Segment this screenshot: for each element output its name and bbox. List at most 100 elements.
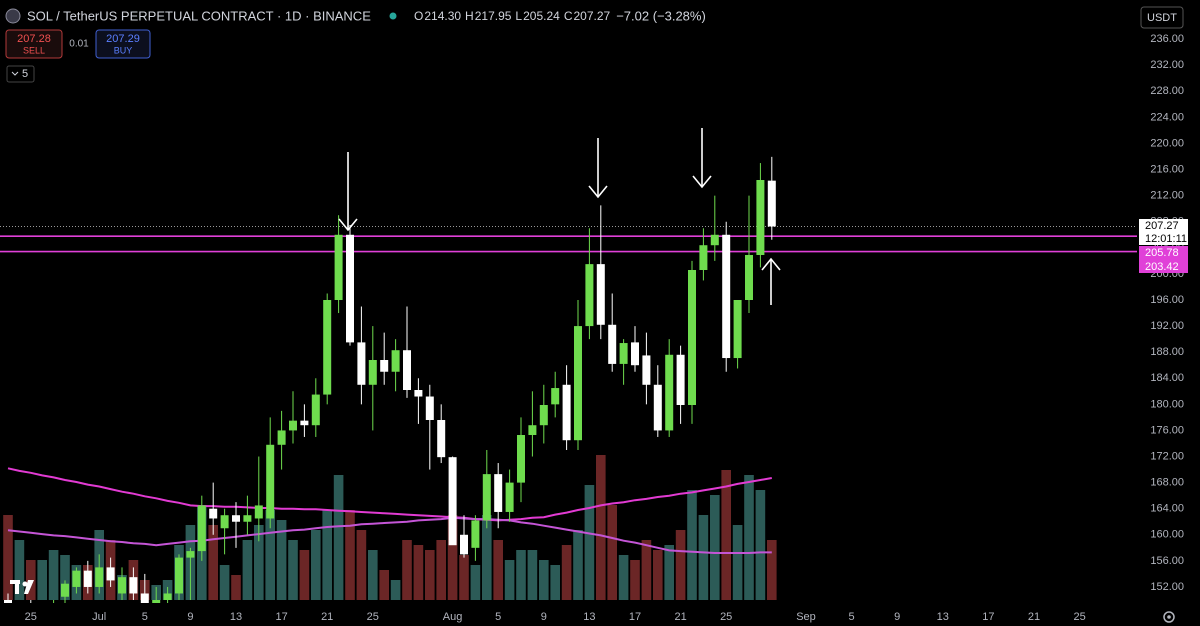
volume-bar: [630, 560, 640, 600]
volume-bar: [3, 515, 13, 600]
volume-bar: [641, 540, 652, 600]
candle-body: [699, 245, 708, 270]
volume-bar: [721, 470, 731, 600]
y-tick-label: 188.00: [1150, 346, 1184, 358]
volume-bar: [48, 550, 59, 600]
chevron: [11, 71, 19, 76]
candle-body: [209, 508, 218, 519]
candle-body: [83, 570, 92, 587]
ohlc-value: 207.27: [573, 9, 610, 23]
volume-bar: [368, 550, 378, 600]
candle-body: [346, 234, 354, 343]
volume-bar: [311, 530, 321, 600]
last-price: 207.27: [1145, 220, 1179, 232]
candle-body: [4, 600, 12, 603]
ohlc-legend: O 214.30 H 217.95 L 205.24 C 207.27: [414, 9, 611, 23]
y-tick-label: 168.00: [1150, 477, 1184, 489]
moving-average: [7, 467, 772, 522]
volume-bar: [37, 560, 47, 600]
volume-bar: [14, 540, 25, 600]
buy-price: 207.29: [106, 33, 140, 45]
arrow-head: [761, 257, 781, 271]
y-tick-label: 236.00: [1150, 33, 1184, 45]
symbol-title[interactable]: SOL / TetherUS PERPETUAL CONTRACT · 1D ·…: [27, 8, 371, 23]
volume-bar: [242, 540, 253, 600]
candle-body: [289, 420, 297, 431]
volume-bar: [584, 485, 595, 600]
candle-body: [482, 474, 491, 521]
sell-button[interactable]: [5, 29, 63, 59]
candle-body: [425, 396, 434, 420]
volume-bar: [208, 525, 218, 600]
x-tick-label: 13: [937, 611, 949, 623]
candle-body: [528, 425, 537, 435]
volume-bar: [516, 550, 526, 600]
candle-body: [733, 300, 742, 359]
candle-body: [745, 255, 753, 300]
candle-body: [380, 360, 389, 372]
volume-bar: [219, 565, 230, 600]
x-tick-label: 17: [275, 611, 287, 623]
settings-icon-center: [1167, 615, 1171, 619]
ohlc-key: L: [515, 9, 522, 23]
ohlc-value: 205.24: [523, 9, 560, 23]
ohlc-value: 214.30: [424, 9, 461, 23]
candle-body: [756, 180, 765, 255]
candle-body: [414, 390, 423, 397]
ma-layer: [7, 467, 772, 554]
candle-body: [437, 420, 446, 458]
volume-bar: [664, 545, 674, 600]
x-tick-label: 25: [1073, 611, 1085, 623]
candle-body: [653, 384, 662, 431]
sell-price: 207.28: [17, 33, 51, 45]
ohlc-key: H: [465, 9, 474, 23]
candle-body: [61, 583, 69, 597]
volume-bar: [288, 540, 298, 600]
volume-bar: [732, 525, 743, 600]
currency: USDT: [1147, 12, 1177, 24]
volume-bar: [573, 530, 583, 600]
y-tick-label: 232.00: [1150, 59, 1184, 71]
volume-bar: [561, 545, 572, 600]
y-tick-label: 180.00: [1150, 398, 1184, 410]
symbol-icon[interactable]: [5, 8, 21, 24]
settings-icon[interactable]: [1163, 611, 1175, 623]
candle-body: [129, 577, 138, 594]
candle-body: [118, 577, 126, 594]
candle-body: [152, 600, 161, 603]
buy-button[interactable]: [95, 29, 151, 59]
indicators-toggle[interactable]: [6, 65, 35, 83]
volume-bar: [618, 555, 629, 600]
hline-label: 205.78: [1145, 247, 1179, 259]
buy-label: BUY: [114, 45, 133, 55]
candle-body: [220, 515, 229, 529]
status-dot: [389, 12, 397, 20]
volume-bar: [379, 570, 389, 600]
candle-body: [72, 570, 81, 587]
candle-body: [642, 355, 651, 385]
arrow-head: [692, 175, 712, 189]
candle-body: [551, 388, 560, 405]
x-tick-label: 5: [849, 611, 855, 623]
candle-body: [631, 342, 639, 366]
volume-bar: [755, 490, 766, 600]
last-price-box: [1139, 219, 1188, 245]
candle-body: [574, 326, 582, 441]
volume-bar: [470, 565, 481, 600]
volume-bar: [390, 580, 401, 600]
candle-body: [608, 324, 617, 364]
candle-body: [767, 180, 776, 227]
volume-bar: [482, 515, 492, 600]
countdown: 12:01:11: [1145, 233, 1187, 245]
ohlc-key: O: [414, 9, 423, 23]
volume-bar: [607, 505, 617, 600]
currency-button[interactable]: [1140, 6, 1184, 29]
candle-body: [106, 567, 115, 581]
volume-bar: [527, 550, 538, 600]
candle-body: [391, 350, 400, 372]
x-tick-label: 9: [187, 611, 193, 623]
x-tick-label: 21: [1028, 611, 1040, 623]
candle-body: [710, 234, 719, 246]
candle-body: [163, 593, 172, 600]
